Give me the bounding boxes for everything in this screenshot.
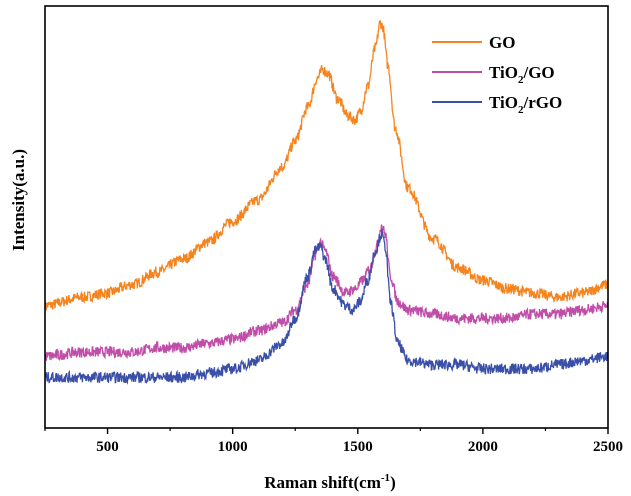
series-line-tio2-go xyxy=(45,224,608,362)
x-tick-label: 2000 xyxy=(468,439,498,455)
legend-label-go: GO xyxy=(489,33,515,52)
x-tick-label: 1500 xyxy=(343,439,373,455)
legend-label-tio2-rgo: TiO2/rGO xyxy=(489,93,562,116)
series-line-tio2-rgo xyxy=(45,229,608,385)
x-axis-ticks: 500 1000 1500 2000 2500 xyxy=(44,428,623,455)
x-tick-label: 2500 xyxy=(593,439,623,455)
plot-frame xyxy=(44,5,609,429)
legend-label-tio2-go: TiO2/GO xyxy=(489,63,555,86)
legend: GO TiO2/GO TiO2/rGO xyxy=(432,33,562,116)
series-layer xyxy=(45,19,608,385)
x-tick-label: 1000 xyxy=(218,439,248,455)
y-axis-label: Intensity(a.u.) xyxy=(9,149,28,251)
x-axis-label: Raman shift(cm-1) xyxy=(264,472,395,492)
x-tick-label: 500 xyxy=(96,439,119,455)
series-line-go xyxy=(45,19,608,312)
